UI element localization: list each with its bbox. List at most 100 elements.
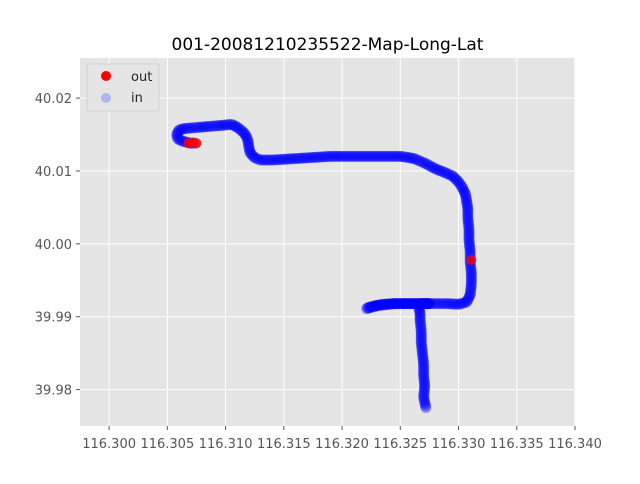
- in-point: [320, 151, 332, 163]
- in-point: [298, 152, 310, 164]
- in-point: [386, 298, 398, 310]
- in-point: [308, 151, 320, 163]
- in-point: [451, 298, 463, 310]
- legend-in-marker: [101, 93, 111, 103]
- in-point: [275, 153, 287, 165]
- in-point: [377, 298, 389, 310]
- in-point: [231, 121, 243, 133]
- in-point: [241, 132, 253, 144]
- in-point: [310, 151, 322, 163]
- in-point: [266, 154, 278, 166]
- in-point: [414, 307, 426, 319]
- in-point: [415, 298, 427, 310]
- x-tick-label: 116.305: [140, 437, 194, 452]
- legend-out-marker: [101, 71, 111, 81]
- in-point: [246, 149, 258, 161]
- in-point: [201, 121, 213, 133]
- in-point: [287, 153, 299, 165]
- in-point: [404, 298, 416, 310]
- in-point: [403, 298, 415, 310]
- in-point: [463, 228, 475, 240]
- in-point: [401, 151, 413, 163]
- in-point: [392, 298, 404, 310]
- in-point: [411, 154, 423, 166]
- in-point: [416, 344, 428, 356]
- in-point: [380, 299, 392, 311]
- in-point: [396, 151, 408, 163]
- in-point: [463, 236, 475, 248]
- in-point: [247, 150, 259, 162]
- in-point: [243, 144, 255, 156]
- in-point: [416, 298, 428, 310]
- in-point: [395, 298, 407, 310]
- in-point: [403, 152, 415, 164]
- in-point: [462, 211, 474, 223]
- in-point: [420, 158, 432, 170]
- in-point: [249, 152, 261, 164]
- in-point: [418, 391, 430, 403]
- in-point: [455, 298, 467, 310]
- in-point: [463, 291, 475, 303]
- in-point: [171, 127, 183, 139]
- in-point: [397, 151, 409, 163]
- in-point: [185, 122, 197, 134]
- in-point: [370, 150, 382, 162]
- in-point: [465, 286, 477, 298]
- in-point: [415, 338, 427, 350]
- in-point: [419, 381, 431, 393]
- in-point: [289, 153, 301, 165]
- in-point: [424, 160, 436, 172]
- in-point: [173, 133, 185, 145]
- in-point: [404, 298, 416, 310]
- in-point: [419, 399, 431, 411]
- in-point: [416, 298, 428, 310]
- in-point: [462, 208, 474, 220]
- in-point: [463, 223, 475, 235]
- in-point: [241, 131, 253, 143]
- in-point: [314, 151, 326, 163]
- in-point: [420, 298, 432, 310]
- in-point: [465, 273, 477, 285]
- in-point: [465, 264, 477, 276]
- in-point: [390, 298, 402, 310]
- in-point: [402, 298, 414, 310]
- in-point: [358, 150, 370, 162]
- in-point: [339, 150, 351, 162]
- in-point: [415, 325, 427, 337]
- in-point: [230, 121, 242, 133]
- in-point: [394, 298, 406, 310]
- in-point: [427, 298, 439, 310]
- in-point: [404, 152, 416, 164]
- in-point: [381, 298, 393, 310]
- in-point: [375, 299, 387, 311]
- in-point: [435, 165, 447, 177]
- in-point: [460, 194, 472, 206]
- in-point: [386, 150, 398, 162]
- in-point: [416, 156, 428, 168]
- in-point: [316, 151, 328, 163]
- in-point: [417, 353, 429, 365]
- in-point: [256, 154, 268, 166]
- in-point: [218, 119, 230, 131]
- in-point: [393, 150, 405, 162]
- in-point: [378, 150, 390, 162]
- in-point: [418, 358, 430, 370]
- in-point: [452, 175, 464, 187]
- in-point: [243, 142, 255, 154]
- in-point: [418, 369, 430, 381]
- in-point: [225, 118, 237, 130]
- in-point: [423, 298, 435, 310]
- x-tick-label: 116.320: [315, 437, 369, 452]
- in-point: [414, 317, 426, 329]
- in-point: [462, 209, 474, 221]
- in-point: [415, 328, 427, 340]
- in-point: [234, 123, 246, 135]
- in-point: [415, 298, 427, 310]
- in-point: [375, 150, 387, 162]
- in-point: [374, 150, 386, 162]
- in-point: [414, 304, 426, 316]
- in-point: [391, 298, 403, 310]
- in-point: [409, 298, 421, 310]
- in-point: [396, 298, 408, 310]
- in-point: [414, 298, 426, 310]
